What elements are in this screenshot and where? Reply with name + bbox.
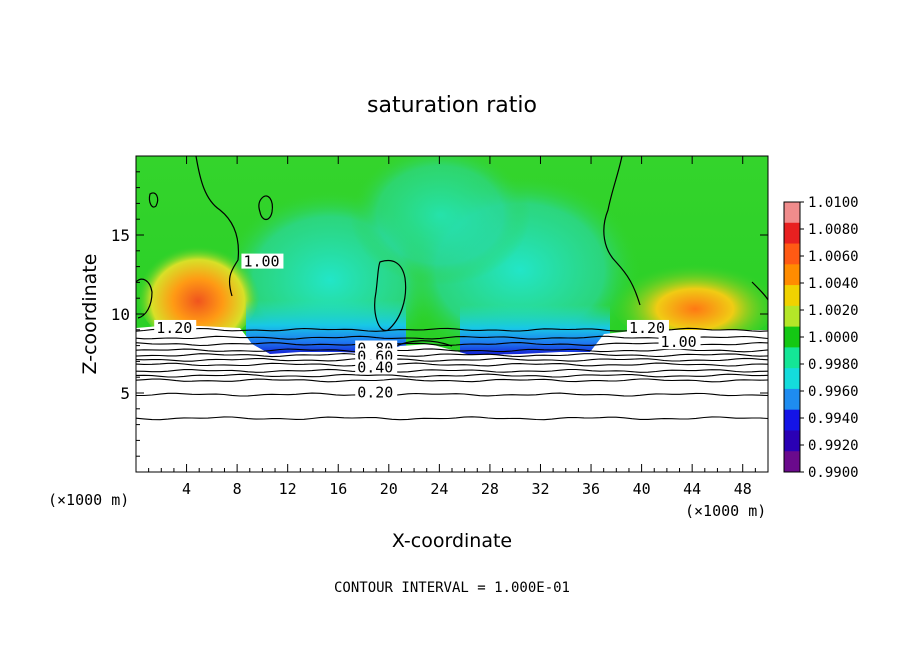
y-tick-label: 10 <box>111 305 130 324</box>
colorbar-swatch <box>784 305 800 328</box>
contour-label: 1.00 <box>243 253 279 271</box>
colorbar-label: 0.9940 <box>808 411 859 427</box>
contour-line <box>136 353 768 358</box>
colorbar-swatch <box>784 264 800 286</box>
x-axis-title: X-coordinate <box>392 530 512 552</box>
y-axis: 5 10 15 <box>111 171 768 457</box>
contour-label: 0.20 <box>357 384 393 402</box>
x-tick-label: 16 <box>329 480 347 498</box>
colorbar-swatch <box>784 368 800 390</box>
colorbar-label: 0.9920 <box>808 438 859 454</box>
colorbar-label: 1.0080 <box>808 222 859 238</box>
x-tick-label: 48 <box>734 480 752 498</box>
y-tick-label: 5 <box>120 384 130 403</box>
colorbar: 1.0100 1.0080 1.0060 1.0040 1.0020 1.0000 0.99… <box>783 195 859 481</box>
colorbar-label: 1.0040 <box>808 276 859 292</box>
colorbar-label: 0.9900 <box>808 465 859 481</box>
x-tick-label: 8 <box>233 480 242 498</box>
colorbar-label: 1.0020 <box>808 303 859 319</box>
colorbar-swatch <box>784 222 800 245</box>
y-axis-title: Z-coordinate <box>79 254 101 375</box>
colorbar-label: 0.9960 <box>808 384 859 400</box>
colorbar-swatch <box>784 285 800 307</box>
colorbar-swatch <box>784 451 800 473</box>
contour-label-bg <box>626 319 669 335</box>
contour-label-bg <box>241 253 284 269</box>
x-tick-label: 32 <box>531 480 549 498</box>
contour-label: 0.40 <box>357 358 393 376</box>
saturation-field <box>136 156 768 472</box>
x-tick-label: 24 <box>430 480 448 498</box>
colorbar-swatch <box>784 409 800 431</box>
contour-line <box>136 378 768 383</box>
colorbar-swatch <box>784 326 800 348</box>
y-tick-label: 15 <box>111 226 130 245</box>
contour-label: 1.20 <box>156 319 192 337</box>
contour-label-bg <box>154 319 197 335</box>
contour-labels: 1.201.201.001.000.800.600.400.20 <box>154 253 701 402</box>
x-tick-label: 44 <box>683 480 701 498</box>
chart-title: saturation ratio <box>367 93 537 118</box>
contour-label: 1.00 <box>661 333 697 351</box>
colorbar-label: 0.9980 <box>808 357 859 373</box>
contour-label-bg <box>355 384 398 400</box>
contour-line <box>136 348 768 353</box>
x-tick-label: 28 <box>481 480 499 498</box>
colorbar-swatch <box>784 388 800 411</box>
colorbar-swatch <box>784 430 800 452</box>
contour-label-bg <box>658 334 701 350</box>
contour-label-bg <box>355 359 398 375</box>
x-tick-label: 36 <box>582 480 600 498</box>
colorbar-swatch <box>784 347 800 369</box>
x-tick-label: 20 <box>380 480 398 498</box>
contour-line <box>136 368 768 373</box>
x-tick-label: 4 <box>182 480 191 498</box>
x-axis: 4 8 12 16 20 24 28 32 36 40 44 48 <box>148 156 756 498</box>
contour-lines <box>136 327 768 421</box>
contour-line <box>136 357 768 362</box>
x-tick-label: 12 <box>279 480 297 498</box>
colorbar-label: 1.0000 <box>808 330 859 346</box>
colorbar-swatch <box>784 202 800 224</box>
colorbar-label: 1.0100 <box>808 195 859 211</box>
x-unit-label-left: (×1000 m) <box>48 491 129 509</box>
contour-label: 1.20 <box>629 319 665 337</box>
x-unit-label-right: (×1000 m) <box>685 502 766 520</box>
x-tick-label: 40 <box>633 480 651 498</box>
contour-line <box>136 416 768 421</box>
contour-line <box>136 373 768 378</box>
contour-line <box>136 362 768 367</box>
contour-interval-note: CONTOUR INTERVAL = 1.000E-01 <box>334 580 570 596</box>
colorbar-swatch <box>784 243 800 265</box>
colorbar-label: 1.0060 <box>808 249 859 265</box>
contour-line <box>136 392 768 397</box>
